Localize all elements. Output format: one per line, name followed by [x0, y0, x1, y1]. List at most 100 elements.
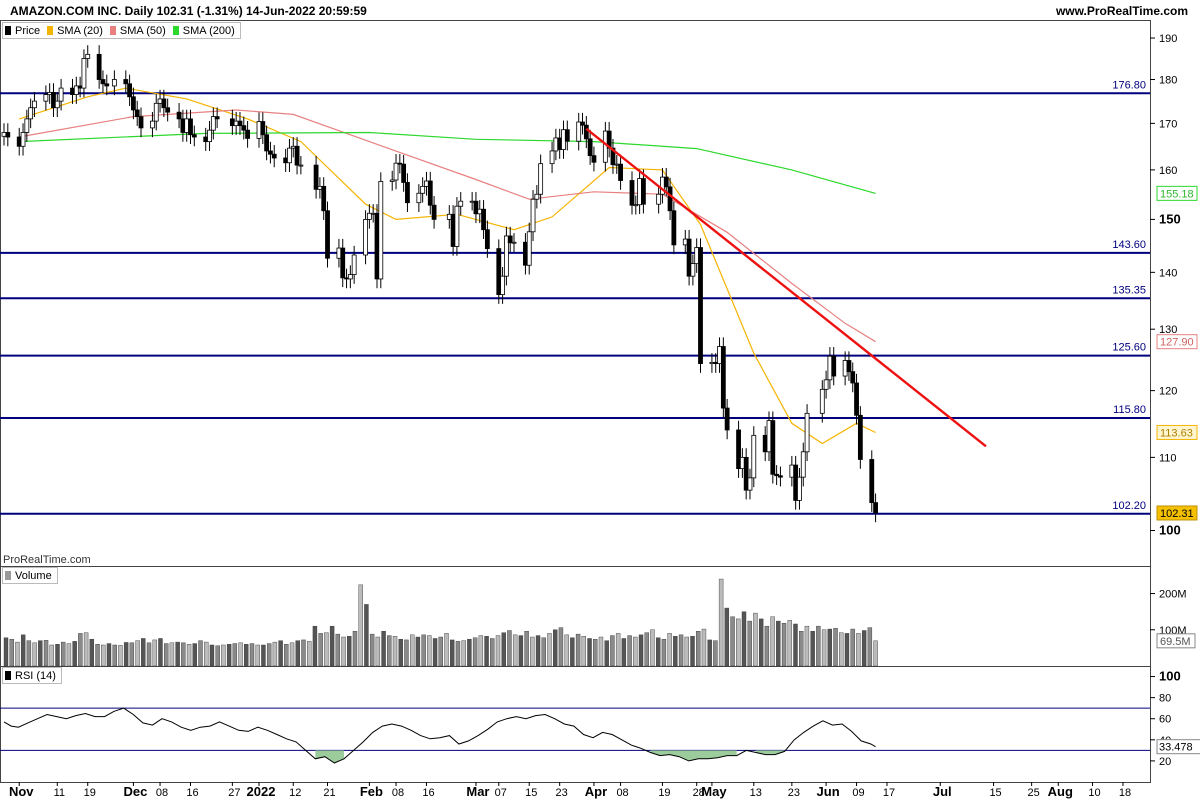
volume-bar — [255, 644, 260, 667]
legend-label-price: Price — [15, 24, 41, 37]
site-url[interactable]: www.ProRealTime.com — [1055, 4, 1188, 18]
candle-body — [774, 473, 780, 477]
volume-bar — [312, 625, 318, 667]
x-tick-label: 08 — [616, 787, 628, 799]
volume-bar — [776, 620, 781, 667]
volume-bar — [524, 631, 529, 667]
legend-item-sma50[interactable]: SMA (50) — [108, 25, 171, 37]
volume-bar — [753, 612, 758, 667]
volume-bar — [175, 641, 180, 667]
legend-item-sma200[interactable]: SMA (200) — [171, 25, 240, 37]
volume-bar — [507, 630, 512, 667]
candle-body — [96, 53, 102, 80]
candle-body — [111, 79, 117, 87]
candle-body — [831, 355, 837, 377]
candle-body — [602, 130, 608, 163]
volume-bar — [158, 638, 163, 667]
volume-bar — [650, 629, 655, 667]
x-tick-label: 16 — [186, 787, 198, 799]
x-tick-label: 15 — [525, 787, 537, 799]
sma-line-1 — [19, 109, 876, 343]
candle-body — [842, 360, 848, 377]
price-y-tick-label: 180 — [1159, 75, 1177, 87]
candle-body — [819, 388, 825, 414]
price-badge-label: 127.90 — [1160, 337, 1194, 349]
volume-bar — [43, 640, 49, 667]
volume-bar — [358, 584, 363, 667]
candle-body — [778, 475, 783, 478]
volume-bar — [598, 636, 604, 667]
volume-bar — [621, 638, 627, 667]
volume-bar — [758, 618, 764, 667]
candle-body — [823, 379, 829, 390]
volume-badge-label: 69.5M — [1160, 636, 1191, 648]
volume-bar — [718, 578, 724, 667]
candle-body — [637, 178, 643, 206]
candle-body — [694, 247, 700, 265]
volume-bar — [427, 635, 432, 667]
candle-body — [374, 212, 380, 280]
legend-item-volume[interactable]: Volume — [3, 570, 57, 582]
volume-bar — [118, 645, 123, 667]
legend-item-price[interactable]: Price — [3, 25, 45, 37]
volume-bar — [152, 639, 157, 667]
candle-body — [104, 83, 110, 87]
candle-body — [58, 87, 64, 102]
volume-bar — [575, 633, 581, 667]
volume-bar — [375, 636, 381, 667]
volume-bar — [61, 641, 66, 667]
rsi-oversold-fill — [650, 750, 737, 761]
candle-body — [469, 200, 475, 203]
volume-bar — [318, 633, 323, 667]
volume-bar — [266, 643, 272, 667]
candle-body — [431, 204, 437, 220]
volume-bar — [261, 644, 266, 667]
rsi-badge-label: 33.478 — [1159, 742, 1193, 754]
candle-body — [271, 153, 277, 159]
volume-bar — [547, 633, 552, 667]
candle-body — [576, 121, 582, 142]
x-tick-label: 27 — [228, 787, 240, 799]
volume-bar — [55, 644, 60, 667]
legend-item-sma20[interactable]: SMA (20) — [45, 25, 108, 37]
candle-body — [241, 125, 247, 131]
candle-body — [713, 361, 719, 365]
candle-body — [698, 247, 703, 365]
legend-item-rsi[interactable]: RSI (14) — [3, 670, 61, 682]
volume-bar — [816, 625, 821, 667]
candle-body — [370, 212, 376, 215]
candle-body — [100, 79, 106, 85]
level-label: 125.60 — [1112, 342, 1146, 354]
candle-body — [47, 92, 53, 95]
price-y-tick-label: 170 — [1159, 118, 1177, 130]
x-tick-label: 17 — [883, 787, 895, 799]
x-tick-label: May — [701, 784, 727, 799]
volume-bar — [307, 641, 312, 667]
volume-bar — [564, 634, 569, 667]
x-tick-label: Jun — [817, 784, 840, 799]
candle-body — [138, 116, 144, 129]
price-panel-frame — [0, 20, 1151, 567]
volume-bar — [244, 644, 249, 667]
volume-bar — [821, 629, 827, 667]
candle-body — [717, 346, 722, 365]
candle-body — [511, 241, 517, 244]
price-y-tick-label: 130 — [1159, 324, 1177, 336]
candle-body — [321, 185, 327, 212]
volume-bar — [833, 628, 838, 667]
candle-body — [134, 109, 140, 118]
candle-body — [325, 210, 330, 259]
price-badge — [1156, 505, 1198, 521]
rsi-y-tick-label: 100 — [1159, 669, 1181, 684]
candle-body — [207, 129, 212, 143]
volume-bar — [747, 620, 752, 667]
volume-bar — [409, 634, 415, 667]
candle-body — [180, 118, 186, 133]
price-y-tick-label: 100 — [1159, 522, 1181, 537]
candle-body — [500, 275, 505, 295]
candle-body — [287, 147, 292, 164]
candle-body — [176, 111, 182, 120]
legend-swatch-rsi — [5, 671, 11, 680]
candle-body — [526, 231, 532, 266]
legend-label-sma20: SMA (20) — [57, 24, 103, 37]
